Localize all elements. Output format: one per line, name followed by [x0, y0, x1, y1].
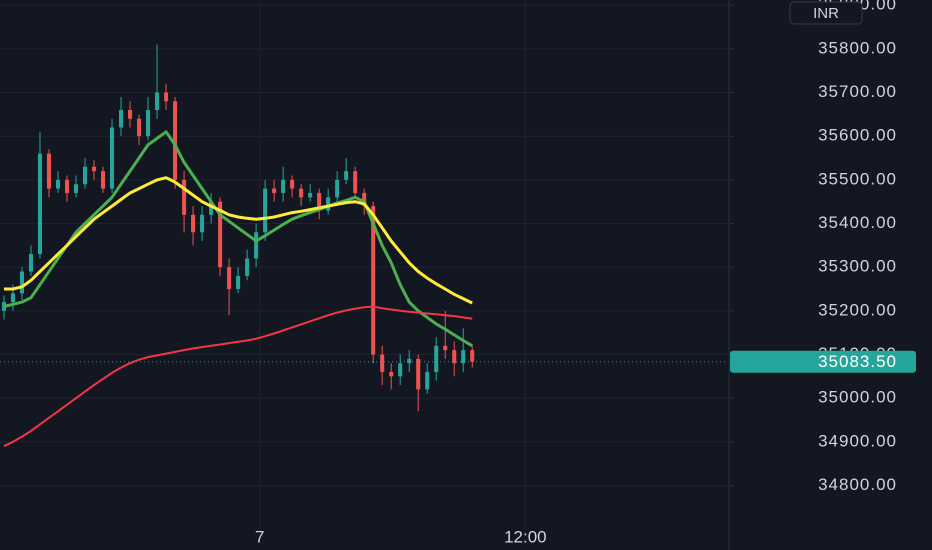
- candle-body: [119, 110, 124, 128]
- candle-body: [362, 192, 367, 207]
- candle-body: [173, 101, 178, 180]
- candle-body: [73, 184, 79, 193]
- y-tick-label: 34800.00: [818, 475, 897, 494]
- candle-body: [452, 350, 457, 364]
- candle-body: [19, 271, 24, 294]
- candle-body: [317, 192, 322, 211]
- y-tick-label: 35400.00: [818, 213, 897, 232]
- candle-body: [353, 171, 358, 193]
- y-tick-label: 35600.00: [818, 126, 897, 145]
- candle-body: [245, 258, 250, 276]
- candle-body: [82, 166, 88, 185]
- candle-body: [407, 358, 412, 364]
- candle-body: [443, 345, 448, 351]
- candle-body: [128, 110, 133, 119]
- candle-body: [470, 350, 475, 362]
- candle-body: [344, 171, 349, 180]
- candle-body: [46, 153, 52, 189]
- currency-badge: [789, 1, 863, 25]
- y-tick-label: 34900.00: [818, 431, 897, 450]
- candle-body: [326, 197, 331, 211]
- candle-body: [91, 166, 97, 172]
- candle-body: [137, 118, 142, 137]
- candle-body: [100, 171, 106, 189]
- candle-body: [64, 179, 70, 193]
- candle-body: [227, 267, 232, 290]
- candle-body: [371, 206, 376, 355]
- candle-body: [155, 92, 160, 111]
- candle-body: [146, 110, 151, 137]
- candle-body: [200, 214, 205, 233]
- candle-body: [425, 371, 430, 390]
- candle-body: [281, 179, 286, 193]
- y-tick-label: 35500.00: [818, 169, 897, 188]
- y-tick-label: 35300.00: [818, 257, 897, 276]
- candle-body: [10, 293, 15, 303]
- moving-average-line: [3, 305, 473, 448]
- candle-body: [218, 201, 223, 268]
- y-tick-label: 35200.00: [818, 300, 897, 319]
- last-price-badge: [730, 350, 916, 373]
- x-tick-label: 7: [255, 527, 264, 546]
- candle-body: [416, 358, 421, 390]
- candle-body: [37, 153, 43, 255]
- candle-body: [272, 188, 277, 193]
- candle-body: [335, 179, 340, 198]
- candle-body: [28, 254, 34, 272]
- candle-body: [55, 179, 61, 189]
- last-price-label: 35083.50: [818, 352, 897, 371]
- candle-body: [254, 232, 259, 259]
- candle-body: [110, 127, 115, 189]
- candle-body: [236, 275, 241, 290]
- y-tick-label: 35000.00: [818, 388, 897, 407]
- candle-body: [263, 188, 268, 233]
- candle-body: [299, 188, 304, 198]
- candle-body: [290, 179, 295, 189]
- moving-average-line: [4, 176, 473, 305]
- candle-body: [398, 363, 403, 377]
- currency-label: INR: [813, 5, 839, 22]
- candle-body: [461, 350, 466, 364]
- candle-body: [1, 302, 6, 311]
- y-tick-label: 35700.00: [818, 82, 897, 101]
- x-tick-label: 12:00: [504, 527, 547, 546]
- candle-body: [164, 92, 169, 102]
- candle-body: [389, 371, 394, 377]
- candle-body: [209, 201, 214, 215]
- candle-body: [380, 354, 385, 372]
- moving-average-line: [3, 130, 473, 348]
- candle-body: [191, 214, 196, 233]
- y-tick-label: 35800.00: [818, 38, 897, 57]
- candle-body: [434, 345, 439, 372]
- candle-body: [182, 179, 187, 215]
- candle-body: [308, 192, 313, 198]
